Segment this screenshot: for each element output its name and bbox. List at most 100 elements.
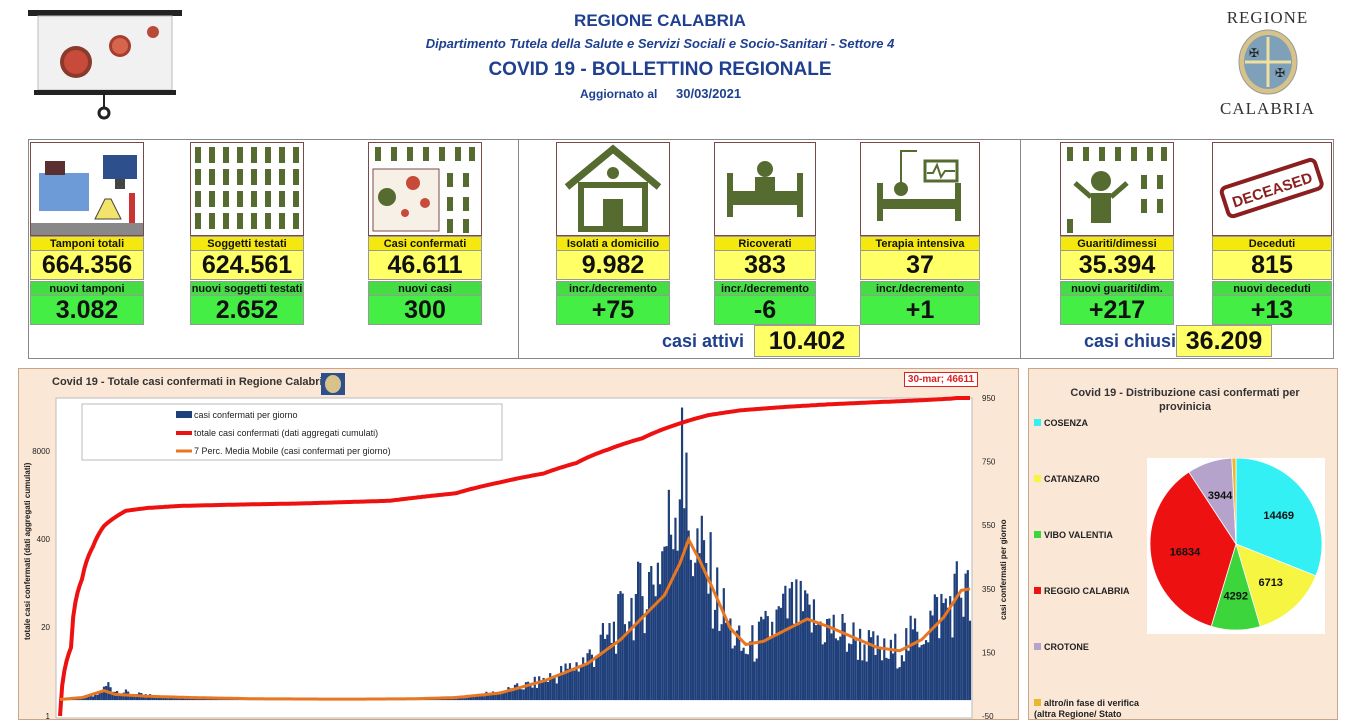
pie-value-label: 3944 [1208,490,1233,502]
daily-bar [936,597,938,700]
daily-bar [877,635,879,700]
daily-bar [92,696,94,700]
daily-bar [85,698,87,700]
daily-bar [652,585,654,701]
daily-bar [806,594,808,701]
daily-bar [597,654,599,700]
daily-bar [562,675,564,700]
daily-bar [611,643,613,700]
daily-bar [606,635,608,700]
pie-legend-label: CATANZARO [1044,474,1100,484]
daily-bar [586,653,588,700]
daily-bar [817,622,819,700]
daily-bar [863,644,865,700]
y2-tick-label: -50 [982,712,994,720]
daily-bar [600,635,602,700]
y2-tick-label: 350 [982,585,996,594]
daily-bar [593,667,595,700]
pie-legend-item: CROTONE [1034,642,1089,652]
daily-bar [571,670,573,700]
daily-bar [727,621,729,700]
daily-bar [674,518,676,700]
daily-bar [633,640,635,700]
daily-bar [167,698,169,700]
daily-bar [641,596,643,700]
daily-bar [747,654,749,700]
daily-bar [703,540,705,700]
daily-bar [773,636,775,700]
daily-bar [732,648,734,700]
daily-bar [584,663,586,700]
daily-bar [830,633,832,700]
daily-bar [826,619,828,700]
pie-legend-item: COSENZA [1034,418,1088,428]
new-guariti-value: +217 [1060,295,1174,325]
daily-bar [595,656,597,700]
province-pie-chart: 1446967134292168343944359 [1147,458,1325,634]
region-crest-icon: ✠ ✠ [1237,29,1299,95]
daily-bar [837,640,839,700]
pie-legend-item: VIBO VALENTIA [1034,530,1113,540]
legend-ma-label: 7 Perc. Media Mobile (casi confermati pe… [194,446,391,456]
daily-bar [646,609,648,700]
daily-bar [850,644,852,700]
daily-bar [622,594,624,701]
daily-bar [710,532,712,700]
daily-bar [927,642,929,700]
daily-bar [536,688,538,700]
daily-bar [751,625,753,700]
daily-bar [547,682,549,700]
daily-bar [725,623,727,700]
daily-bar [712,629,714,701]
daily-bar [556,683,558,700]
daily-bar [791,582,793,700]
y-axis-label: totale casi confermati (dati aggregati c… [23,462,32,640]
daily-bar [903,661,905,700]
daily-bar [795,579,797,700]
daily-bar [921,645,923,700]
daily-bar [802,611,804,700]
pie-legend-swatch [1034,587,1041,594]
daily-bar [101,693,103,701]
pie-legend-swatch [1034,419,1041,426]
daily-bar [912,629,914,700]
daily-bar [538,676,540,700]
daily-bar [718,631,720,700]
pie-legend-label: CROTONE [1044,642,1089,652]
daily-bar [688,530,690,700]
daily-bar [736,630,738,700]
y-tick-label: 8000 [32,447,50,456]
daily-bar [661,551,663,700]
daily-bar [564,663,566,700]
daily-bar [635,594,637,700]
daily-bar [819,622,821,700]
y-tick-label: 20 [41,623,50,632]
daily-bar [841,614,843,700]
daily-bar [848,643,850,700]
new-deceduti-value: +13 [1212,295,1332,325]
daily-bar [745,654,747,700]
pie-legend-label: altro/in fase di verifica (altra Regione… [1034,698,1139,719]
legend-bars-label: casi confermati per giorno [194,410,298,420]
daily-bar [714,610,716,700]
logo-text-top: REGIONE [1210,8,1325,28]
daily-bar [929,611,931,700]
daily-bar [679,499,681,700]
daily-bar [531,688,533,700]
daily-bar [846,652,848,700]
guariti-value: 35.394 [1060,250,1174,280]
daily-bar [694,563,696,700]
y2-tick-label: 550 [982,521,996,530]
daily-bar [756,658,758,700]
pie-value-label: 16834 [1170,546,1201,558]
daily-bar [613,622,615,700]
daily-bar [479,696,481,700]
daily-bar [969,621,971,700]
daily-bar [545,679,547,700]
pie-value-label: 14469 [1263,510,1294,522]
daily-bar [540,683,542,700]
daily-bar [797,625,799,700]
daily-bar [666,546,668,700]
deceased-icon: DECEASED [1212,142,1332,236]
daily-bar [657,563,659,700]
